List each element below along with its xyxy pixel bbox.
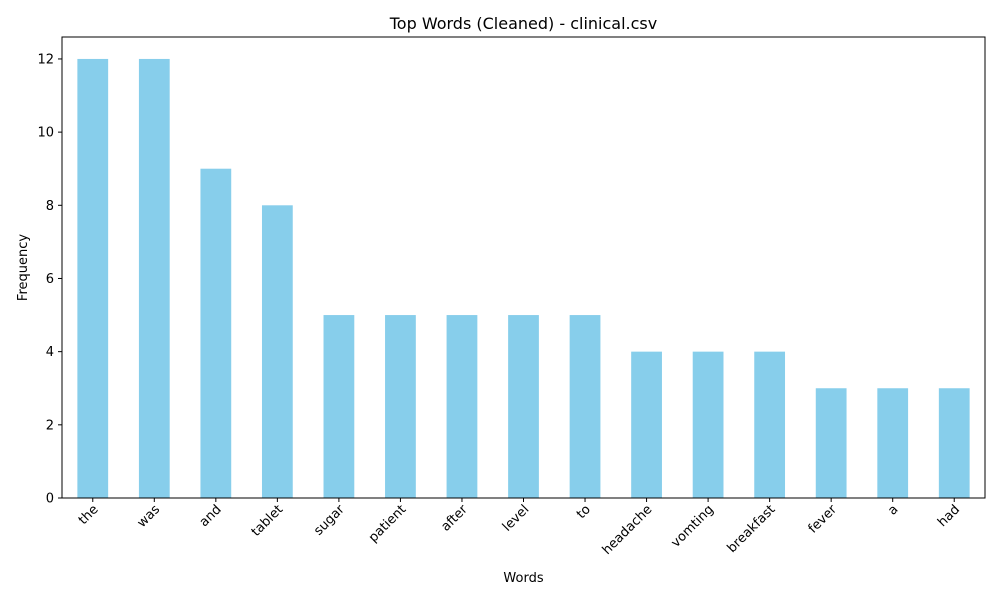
y-tick-label: 8 — [46, 199, 54, 214]
bar-tablet — [261, 205, 293, 499]
bar-breakfast — [754, 351, 786, 498]
y-tick-label: 10 — [37, 126, 54, 141]
bar-and — [200, 168, 232, 498]
chart-title: Top Words (Cleaned) - clinical.csv — [389, 14, 657, 33]
y-tick-label: 0 — [46, 492, 54, 507]
bar-to — [569, 315, 601, 498]
bar-fever — [815, 388, 847, 498]
y-tick-label: 2 — [46, 418, 54, 433]
y-tick-label: 4 — [46, 345, 54, 360]
y-tick-label: 12 — [37, 52, 54, 67]
x-axis-label: Words — [503, 571, 543, 586]
bar-after — [446, 315, 478, 498]
y-tick-label: 6 — [46, 272, 54, 287]
bar-was — [138, 58, 170, 498]
y-axis-label: Frequency — [16, 234, 31, 301]
bar-patient — [385, 315, 416, 498]
axes-frame — [61, 36, 986, 499]
bar-headache — [631, 351, 662, 498]
bar-level — [508, 315, 539, 498]
bar-the — [77, 58, 109, 498]
bar-sugar — [323, 315, 355, 498]
bar-a — [877, 388, 909, 498]
bar-had — [938, 388, 970, 498]
bar-vomting — [692, 351, 724, 498]
